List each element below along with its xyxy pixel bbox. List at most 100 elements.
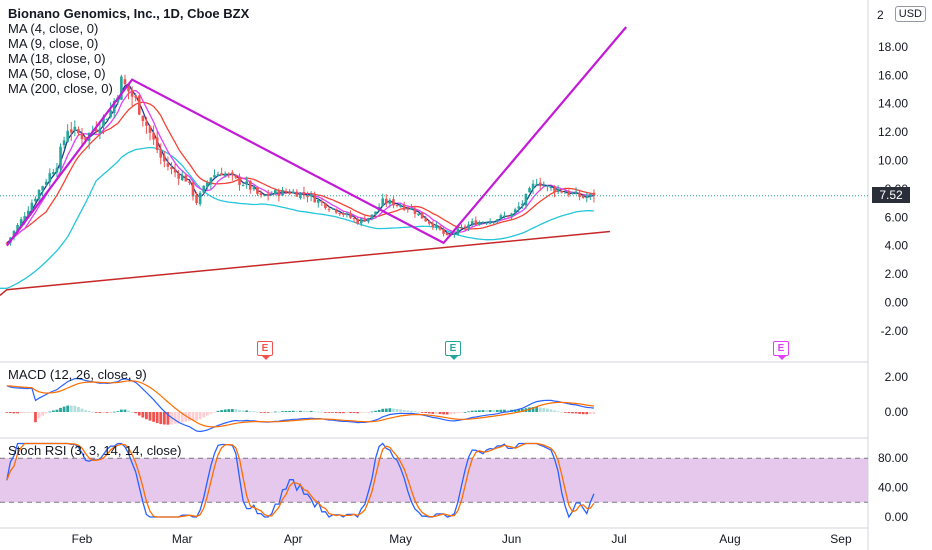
macd-histogram-bar <box>413 411 417 413</box>
candle-body <box>370 214 374 219</box>
macd-histogram-bar <box>77 406 80 412</box>
candle-body <box>30 202 34 211</box>
macd-histogram-bar <box>313 411 317 413</box>
candle-body <box>395 205 399 207</box>
macd-histogram-bar <box>184 412 188 422</box>
earnings-marker-2[interactable]: E <box>445 341 461 360</box>
macd-histogram-bar <box>248 411 252 412</box>
macd-histogram-bar <box>424 412 428 413</box>
macd-histogram-bar <box>506 409 510 412</box>
legend-ma4[interactable]: MA (4, close, 0) <box>8 21 99 36</box>
macd-histogram-bar <box>438 412 442 415</box>
candle-body <box>524 193 528 206</box>
macd-histogram-bar <box>556 411 560 412</box>
macd-histogram-bar <box>277 411 281 413</box>
candle-body <box>488 221 492 224</box>
macd-histogram-bar <box>59 407 62 412</box>
macd-histogram-bar <box>334 412 338 414</box>
candle-body <box>195 195 198 204</box>
macd-histogram-bar <box>406 410 410 412</box>
candle-body <box>420 212 424 219</box>
macd-histogram-bar <box>560 411 564 413</box>
candle-body <box>485 222 488 224</box>
macd-histogram-bar <box>134 412 138 414</box>
earnings-marker-1[interactable]: E <box>257 341 273 360</box>
macd-histogram-bar <box>549 409 553 412</box>
macd-histogram-bar <box>449 412 453 415</box>
macd-histogram-bar <box>288 410 292 412</box>
candle-body <box>209 177 213 185</box>
macd-line <box>6 377 594 433</box>
candle-body <box>184 175 188 182</box>
candle-body <box>517 206 521 209</box>
candle-body <box>163 155 166 162</box>
macd-histogram-bar <box>87 411 91 412</box>
candle-body <box>302 191 306 195</box>
macd-histogram-bar <box>51 410 55 412</box>
price-tick-label: 18.00 <box>878 40 908 54</box>
price-tick-label-clipped: 2 <box>877 8 884 22</box>
candle-body <box>435 224 438 228</box>
macd-histogram-bar <box>316 411 320 413</box>
candle-body <box>481 222 485 224</box>
earnings-marker-3[interactable]: E <box>773 341 789 360</box>
candle-body <box>62 140 66 146</box>
candle-body <box>542 185 546 187</box>
candle-body <box>359 218 363 224</box>
candle-body <box>374 211 377 215</box>
ma200-line <box>0 230 611 296</box>
candle-body <box>274 189 277 195</box>
currency-badge[interactable]: USD <box>894 6 926 22</box>
candle-body <box>578 192 581 197</box>
macd-tick-label: 0.00 <box>885 405 909 419</box>
macd-histogram-bar <box>256 411 259 413</box>
macd-histogram-bar <box>431 412 435 414</box>
candle-body <box>105 119 109 121</box>
macd-histogram-bar <box>105 412 109 413</box>
candle-body <box>152 132 155 140</box>
macd-histogram-bar <box>306 411 309 412</box>
candle-body <box>16 224 19 233</box>
time-tick-label: Aug <box>719 532 740 546</box>
macd-histogram-bar <box>388 408 392 412</box>
legend-ma50[interactable]: MA (50, close, 0) <box>8 66 106 81</box>
stochrsi-label[interactable]: Stoch RSI (3, 3, 14, 14, close) <box>8 443 182 458</box>
candle-body <box>59 146 62 169</box>
macd-histogram-bar <box>5 412 9 413</box>
candle-body <box>510 213 513 217</box>
legend-ma18[interactable]: MA (18, close, 0) <box>8 51 106 66</box>
macd-histogram-bar <box>352 412 356 414</box>
macd-histogram-bar <box>467 411 471 413</box>
legend-ma9[interactable]: MA (9, close, 0) <box>8 36 99 51</box>
macd-histogram-bar <box>581 412 585 415</box>
macd-histogram-bar <box>84 410 87 412</box>
macd-label[interactable]: MACD (12, 26, close, 9) <box>8 367 147 382</box>
macd-histogram-bar <box>270 412 274 413</box>
candle-body <box>503 215 506 217</box>
candle-body <box>245 181 248 185</box>
candle-body <box>66 130 69 142</box>
candle-body <box>438 225 442 230</box>
candle-body <box>327 208 331 210</box>
candle-body <box>84 136 87 141</box>
candle-body <box>492 221 495 223</box>
pattern-drawing <box>5 26 628 247</box>
candle-body <box>281 189 284 196</box>
macd-histogram-bar <box>266 412 270 413</box>
candle-body <box>334 209 338 213</box>
legend-ma200[interactable]: MA (200, close, 0) <box>8 81 113 96</box>
macd-histogram-bar <box>34 412 37 423</box>
macd-histogram-bar <box>152 412 155 422</box>
macd-histogram-bar <box>166 412 170 425</box>
candle-body <box>324 203 327 209</box>
macd-histogram-bar <box>16 412 19 414</box>
macd-histogram-bar <box>442 412 445 415</box>
macd-histogram-bar <box>238 409 241 412</box>
candle-body <box>216 174 220 177</box>
macd-histogram-bar <box>331 412 334 413</box>
candle-body <box>159 149 163 158</box>
time-tick-label: Sep <box>830 532 852 546</box>
symbol-title[interactable]: Bionano Genomics, Inc., 1D, Cboe BZX <box>8 6 250 21</box>
macd-histogram-bar <box>241 410 245 412</box>
macd-histogram-bar <box>223 409 227 412</box>
